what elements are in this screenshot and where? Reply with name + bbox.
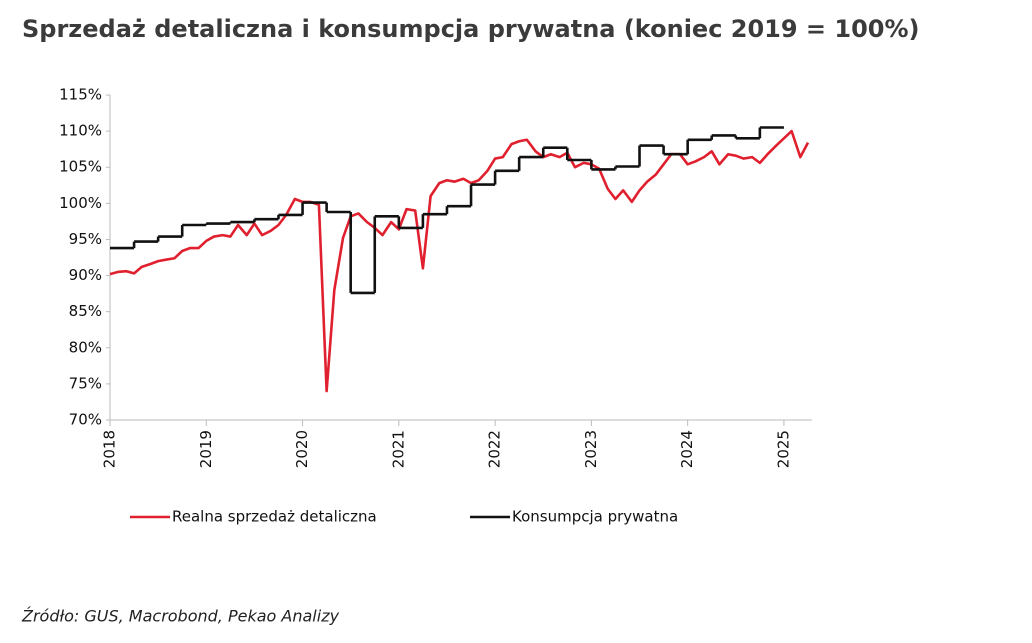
y-tick-label: 110%: [59, 122, 102, 140]
y-tick-label: 95%: [69, 230, 102, 248]
source-note: Źródło: GUS, Macrobond, Pekao Analizy: [21, 607, 340, 626]
x-tick-label: 2020: [293, 430, 311, 468]
x-tick-label: 2023: [582, 430, 600, 468]
y-tick-label: 75%: [69, 374, 102, 392]
y-tick-label: 115%: [59, 86, 102, 104]
chart-title: Sprzedaż detaliczna i konsumpcja prywatn…: [22, 15, 920, 43]
legend-label: Realna sprzedaż detaliczna: [172, 508, 377, 526]
x-tick-label: 2024: [678, 430, 696, 468]
series-line: [109, 129, 810, 393]
y-tick-label: 80%: [69, 338, 102, 356]
x-tick-label: 2022: [486, 430, 504, 468]
y-tick-label: 100%: [59, 194, 102, 212]
y-tick-label: 85%: [69, 302, 102, 320]
x-tick-label: 2018: [101, 430, 119, 468]
x-tick-label: 2019: [197, 430, 215, 468]
y-tick-label: 90%: [69, 266, 102, 284]
legend-label: Konsumpcja prywatna: [512, 508, 678, 526]
x-tick-label: 2021: [389, 430, 407, 468]
y-tick-label: 105%: [59, 158, 102, 176]
x-tick-label: 2025: [774, 430, 792, 468]
y-tick-label: 70%: [69, 411, 102, 429]
